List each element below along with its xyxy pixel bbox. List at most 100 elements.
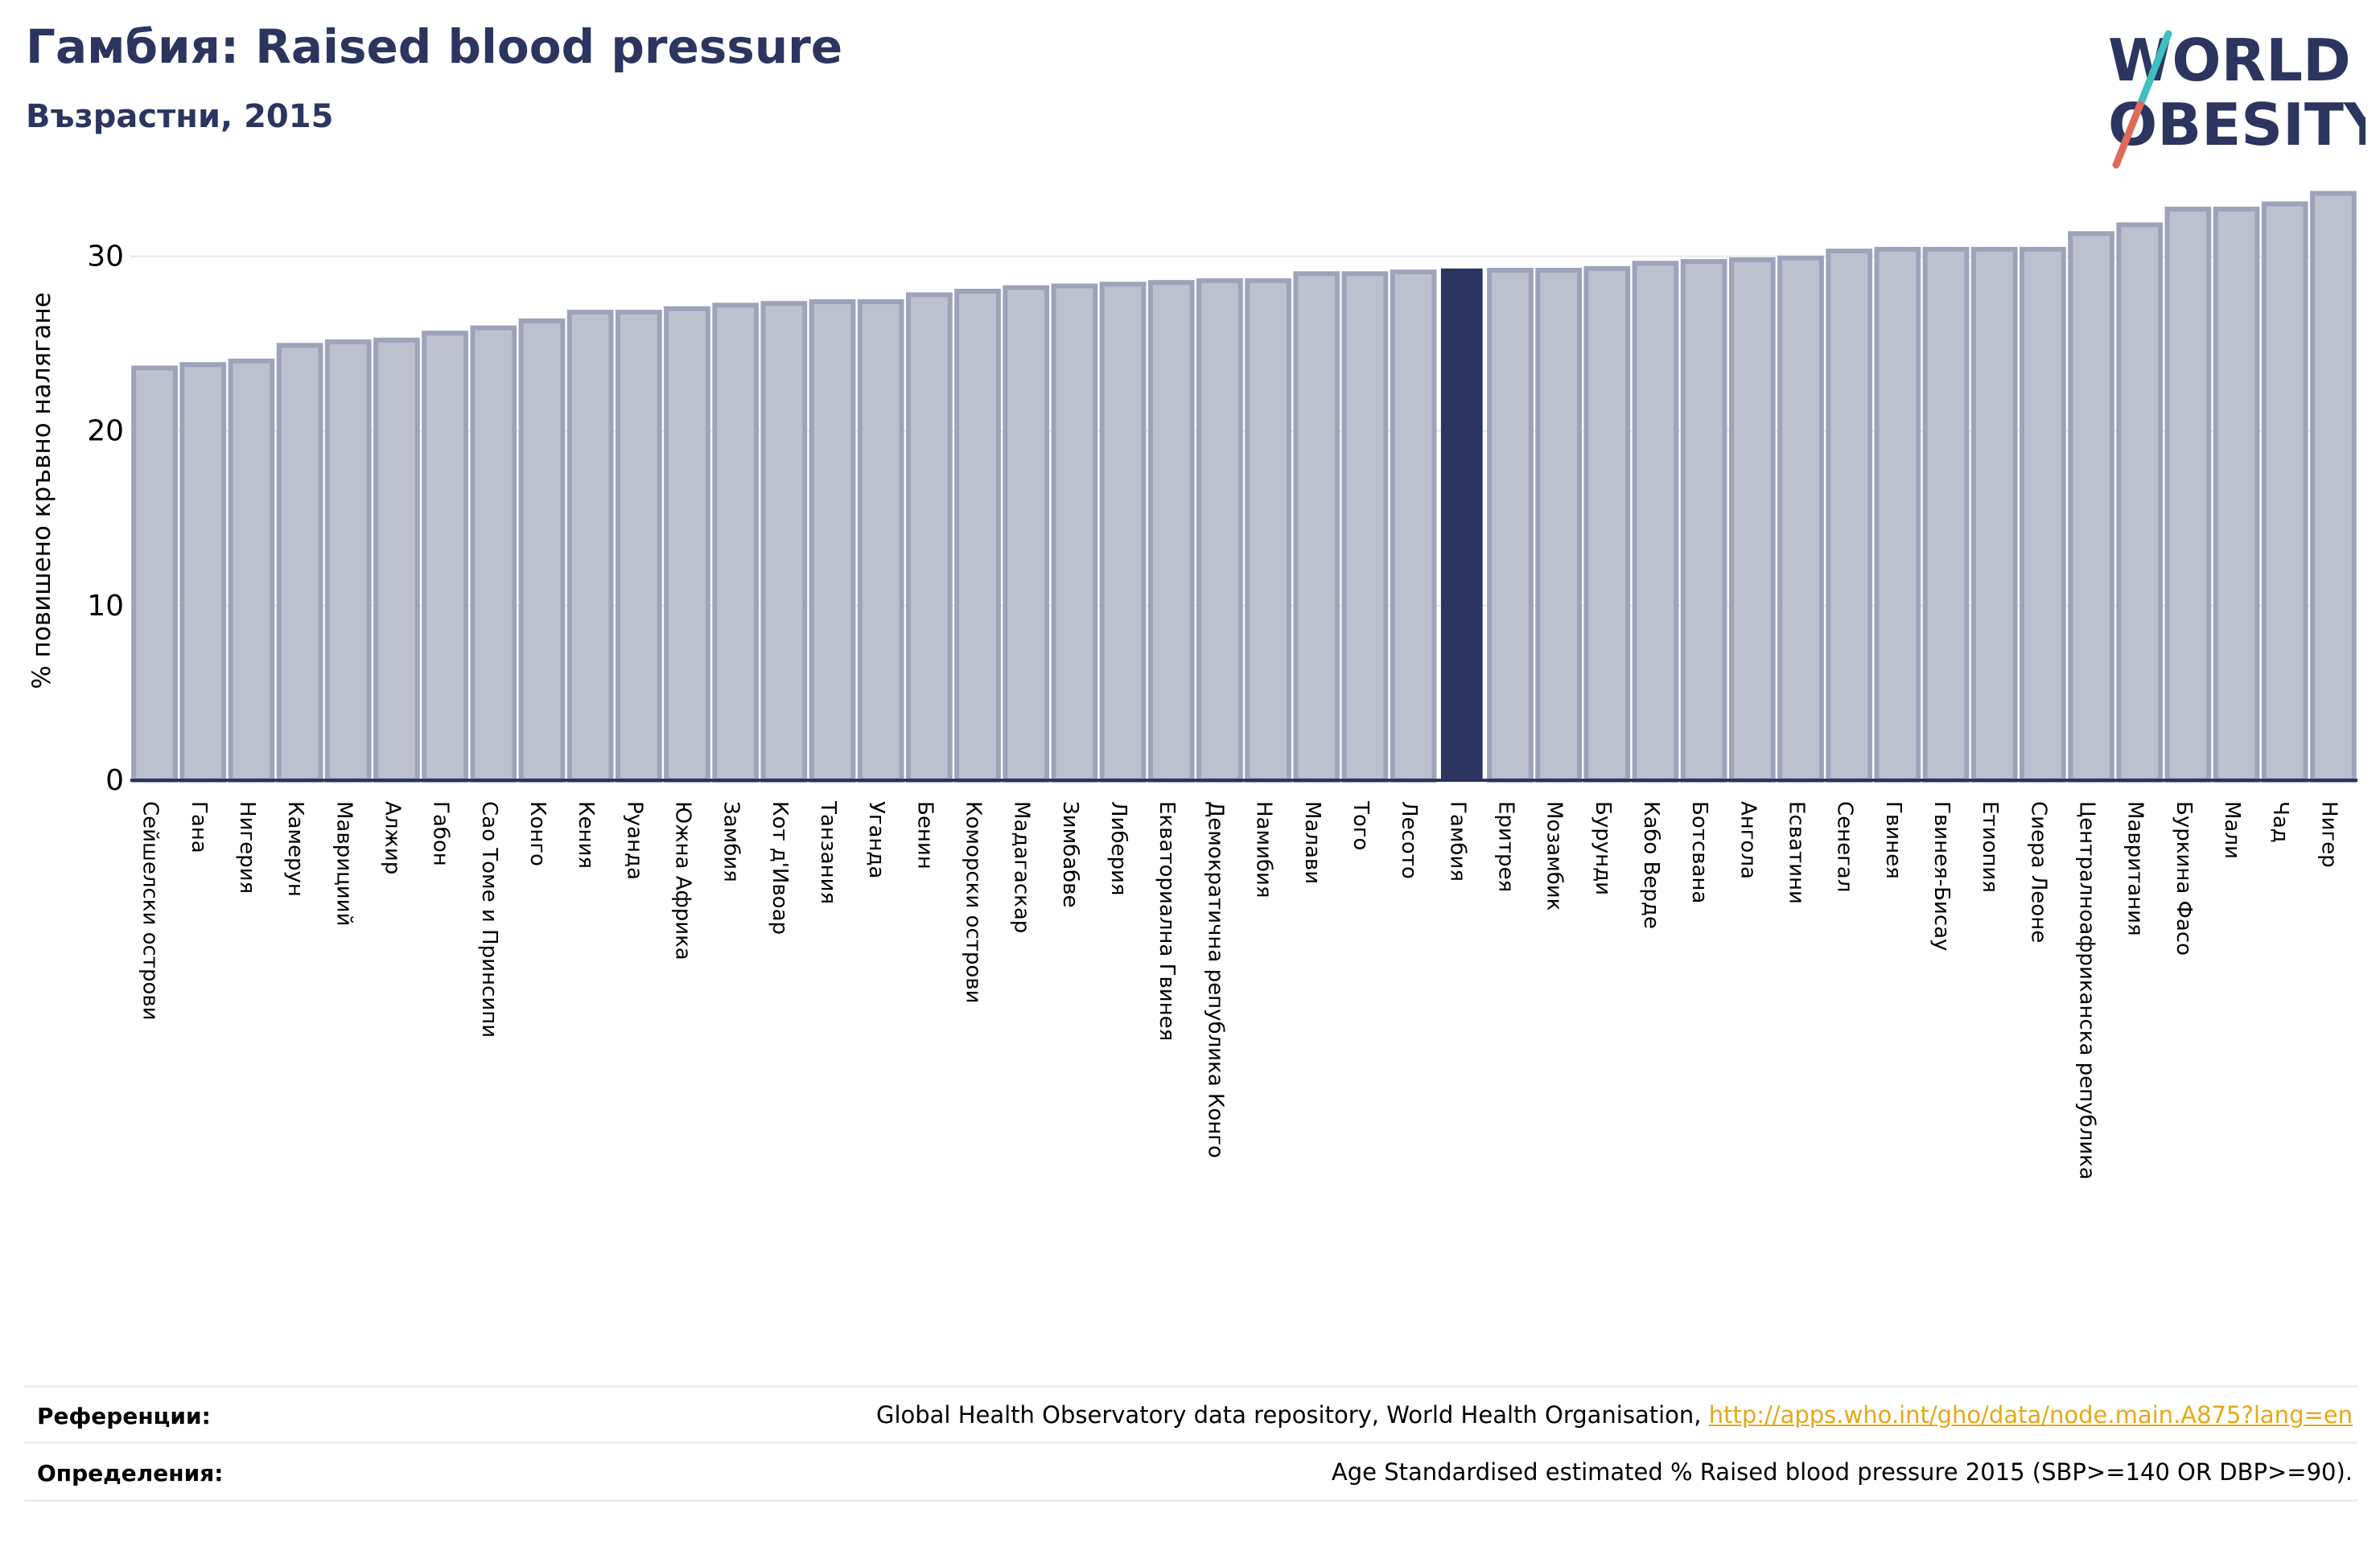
footer-divider-bottom (24, 1499, 2357, 1502)
bar (664, 306, 710, 783)
axes: 0 10 20 30 Сейшелски острови Гана Нигерия Камер… (87, 241, 2357, 1180)
bar (518, 318, 566, 783)
bar (422, 331, 469, 783)
x-tick-label: Либерия (1106, 801, 1130, 896)
bar (2213, 206, 2260, 783)
x-tick-label: Маврициий (331, 801, 356, 926)
x-tick-label: Чад (2268, 801, 2292, 843)
x-tick-label: Того (1349, 800, 1373, 850)
bar (1728, 257, 1776, 783)
x-tick-label: Алжир (380, 801, 404, 874)
x-tick-label: Бенин (912, 801, 937, 870)
bar (1051, 283, 1098, 783)
bar (566, 310, 614, 783)
y-axis-label: % повишено кръвно налягане (27, 292, 56, 689)
bar (2116, 222, 2164, 783)
x-tick-label: Централноафриканска република (2075, 801, 2099, 1180)
world-obesity-logo: WORLD OBESITY (2108, 27, 2366, 169)
footer-divider-middle (24, 1441, 2357, 1444)
bar (179, 362, 227, 783)
x-tick-label: Руанда (622, 801, 646, 880)
references-source: Global Health Observatory data repositor… (875, 1401, 1709, 1429)
bar (1147, 280, 1195, 783)
bar (1341, 271, 1389, 783)
bar (905, 292, 953, 783)
bar (1535, 267, 1583, 783)
bar (2164, 206, 2212, 783)
x-tick-label: Уганда (864, 801, 888, 878)
bar (1777, 255, 1824, 783)
references-text: Global Health Observatory data repositor… (876, 1401, 2353, 1429)
references-label: Референции: (37, 1403, 211, 1429)
bar (324, 339, 372, 783)
x-tick-label: Гамбия (1445, 801, 1469, 882)
bar (760, 301, 808, 783)
x-tick-label: Южна Африка (671, 801, 695, 960)
bars (131, 191, 2357, 783)
bar (1003, 285, 1050, 783)
x-tick-label: Кот д'Ивоар (768, 801, 792, 935)
bar (712, 302, 760, 783)
x-tick-label: Сао Томе и Принсипи (477, 801, 501, 1038)
bar (470, 325, 517, 783)
bar (1099, 282, 1147, 783)
bar-highlight (1440, 268, 1483, 780)
bar (1196, 278, 1243, 783)
x-tick-label: Замбия (719, 801, 743, 882)
x-tick-label: Есватини (1785, 801, 1809, 904)
bar (373, 337, 420, 783)
x-tick-label: Танзания (816, 800, 840, 904)
x-tick-label: Гвинея-Бисау (1929, 801, 1954, 951)
y-tick-label: 0 (105, 764, 124, 797)
bar (1680, 259, 1727, 783)
bar (615, 310, 662, 783)
bar-chart: 0 10 20 30 Сейшелски острови Гана Нигерия Камер… (27, 191, 2357, 1180)
x-tick-label: Ботсвана (1687, 801, 1711, 903)
x-tick-label: Намибия (1252, 801, 1276, 898)
x-tick-label: Сиера Леоне (2026, 801, 2050, 943)
x-tick-label: Нигерия (235, 801, 259, 894)
x-tick-label: Габон (429, 801, 453, 866)
x-tick-label: Екваториална Гвинея (1155, 801, 1179, 1041)
x-tick-label: Бурунди (1591, 801, 1615, 895)
bar (1922, 246, 1970, 783)
x-tick-label: Мали (2220, 801, 2244, 859)
logo-coral-slash (2112, 101, 2144, 169)
bar (1874, 246, 1921, 783)
x-tick-label: Буркина Фасо (2172, 801, 2196, 956)
x-tick-label: Кабо Верде (1639, 801, 1663, 929)
x-tick-label: Камерун (283, 801, 307, 897)
x-tick-label: Кения (574, 801, 598, 869)
x-tick-label: Мадагаскар (1010, 801, 1034, 933)
x-tick-label: Гвинея (1881, 801, 1905, 879)
x-tick-label: Демократична република Конго (1203, 801, 1227, 1158)
bar (2019, 246, 2066, 783)
x-tick-label: Гана (187, 801, 211, 853)
x-tick-label: Нигер (2316, 801, 2341, 868)
chart-subtitle: Възрастни, 2015 (26, 98, 334, 135)
x-tick-label: Конго (525, 801, 550, 866)
bar (2068, 231, 2114, 783)
x-tick-label: Мавритания (2123, 801, 2147, 936)
bar (954, 289, 1001, 783)
bar (1245, 278, 1291, 783)
footer-divider-top (24, 1385, 2357, 1388)
bar (1632, 261, 1679, 783)
x-tick-label: Коморски острови (961, 801, 986, 1004)
logo-line-2: OBESITY (2108, 91, 2366, 158)
x-tick-label: Зимбабве (1058, 801, 1082, 908)
bar (809, 299, 856, 783)
bar (1970, 246, 2018, 783)
bar (2310, 191, 2357, 783)
references-link[interactable]: http://apps.who.int/gho/data/node.main.A… (1708, 1401, 2353, 1429)
x-tick-label: Етиопия (1978, 801, 2002, 893)
bar (1826, 249, 1873, 783)
definitions-text: Age Standardised estimated % Raised bloo… (1331, 1458, 2353, 1486)
bar (1390, 269, 1437, 783)
x-tick-label: Мозамбик (1542, 801, 1567, 911)
bar (131, 365, 178, 783)
bar (1487, 267, 1534, 783)
y-tick-label: 30 (87, 241, 124, 273)
x-tick-label: Лесото (1397, 801, 1421, 879)
chart-title: Гамбия: Raised blood pressure (26, 19, 843, 74)
